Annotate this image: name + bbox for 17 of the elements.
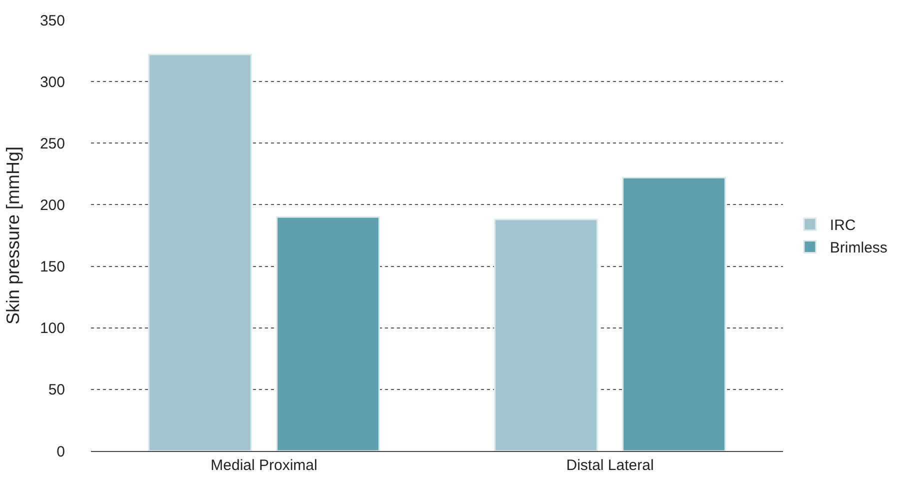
y-tick-label: 300 xyxy=(40,74,65,91)
x-tick-label: Medial Proximal xyxy=(210,457,318,474)
y-tick-label: 0 xyxy=(56,443,65,460)
legend-label: IRC xyxy=(830,217,856,234)
bar xyxy=(148,54,252,451)
bar xyxy=(276,216,380,451)
legend-label: Brimless xyxy=(830,240,888,257)
bar xyxy=(622,176,726,451)
y-tick-label: 50 xyxy=(48,382,65,399)
y-tick-label: 200 xyxy=(40,196,65,214)
y-tick-label: 150 xyxy=(40,258,65,276)
y-tick-label: 250 xyxy=(40,135,65,152)
y-tick-label: 100 xyxy=(40,320,65,338)
y-axis-title: Skin pressure [mmHg] xyxy=(3,146,24,325)
y-tick-label: 350 xyxy=(40,12,65,30)
bar xyxy=(494,218,598,451)
x-tick-label: Distal Lateral xyxy=(566,457,654,474)
